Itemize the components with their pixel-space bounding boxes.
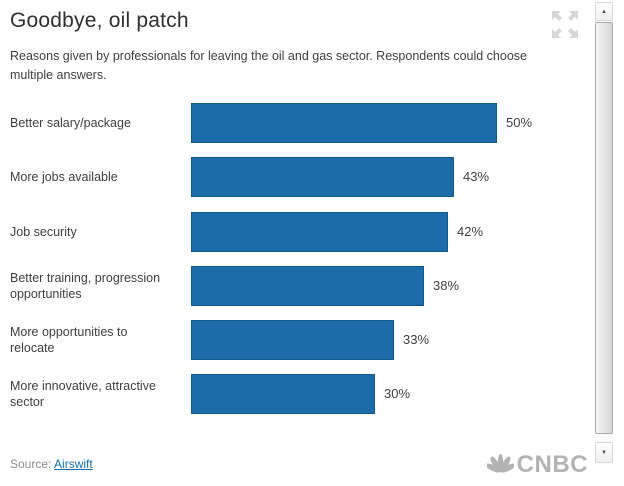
value-label: 38%: [433, 278, 460, 293]
bar-row: Job security 42%: [0, 212, 590, 252]
vertical-scrollbar[interactable]: ▲ ▼: [595, 2, 613, 464]
source-line: Source: Airswift: [10, 457, 93, 471]
bar-row: More opportunities to relocate 33%: [0, 320, 590, 360]
category-label: Job security: [10, 224, 77, 239]
chart-subtitle: Reasons given by professionals for leavi…: [10, 49, 527, 83]
source-link[interactable]: Airswift: [54, 457, 93, 471]
bar-row: Better salary/package 50%: [0, 103, 590, 143]
source-label: Source:: [10, 457, 52, 471]
value-label: 33%: [403, 332, 430, 347]
category-label: More jobs available: [10, 169, 118, 184]
scroll-down-button[interactable]: ▼: [595, 442, 613, 463]
bar[interactable]: [191, 103, 497, 143]
category-label: Better training, progression opportuniti…: [10, 270, 161, 301]
value-label: 30%: [384, 386, 411, 401]
bar[interactable]: [191, 320, 394, 360]
category-label: More innovative, attractive sector: [10, 378, 156, 409]
category-label: Better salary/package: [10, 115, 131, 130]
expand-arrows-glyph: [552, 11, 578, 38]
bar[interactable]: [191, 374, 375, 414]
cnbc-wordmark: CNBC: [516, 451, 588, 478]
scrollbar-thumb[interactable]: [595, 22, 613, 434]
page-title: Goodbye, oil patch: [10, 9, 189, 32]
bar[interactable]: [191, 157, 454, 197]
value-label: 43%: [463, 169, 490, 184]
scroll-up-button[interactable]: ▲: [595, 2, 613, 21]
expand-icon[interactable]: [551, 10, 579, 40]
peacock-icon: [486, 454, 514, 473]
bar-row: Better training, progression opportuniti…: [0, 266, 590, 306]
category-label: More opportunities to relocate: [10, 324, 128, 355]
cnbc-logo: CNBC: [486, 451, 588, 479]
bar-row: More innovative, attractive sector 30%: [0, 374, 590, 414]
value-label: 50%: [506, 115, 533, 130]
bar[interactable]: [191, 212, 448, 252]
bar-row: More jobs available 43%: [0, 157, 590, 197]
bar[interactable]: [191, 266, 424, 306]
value-label: 42%: [457, 224, 484, 239]
